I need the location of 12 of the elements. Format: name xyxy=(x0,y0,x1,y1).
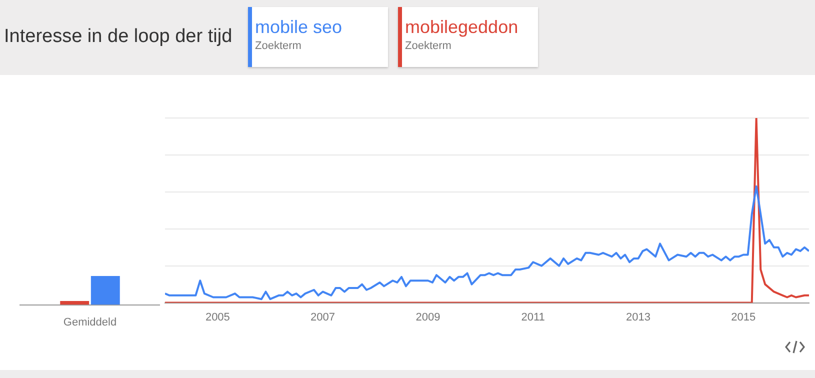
x-tick-label: 2011 xyxy=(521,311,545,324)
x-tick-label: Gemiddeld xyxy=(63,316,117,328)
x-tick-label: 2015 xyxy=(731,311,756,324)
x-tick-label: 2005 xyxy=(205,311,230,324)
x-tick-label: 2009 xyxy=(416,311,440,324)
x-tick-label: 2013 xyxy=(626,311,651,324)
x-tick-label: 2007 xyxy=(310,311,336,324)
text: Zoekterm xyxy=(255,40,302,52)
text: mobile seo xyxy=(255,17,344,38)
text: Zoekterm xyxy=(405,40,452,52)
chart-title: Interesse in de loop der tijd xyxy=(4,26,232,48)
text: mobilegeddon xyxy=(405,17,520,38)
